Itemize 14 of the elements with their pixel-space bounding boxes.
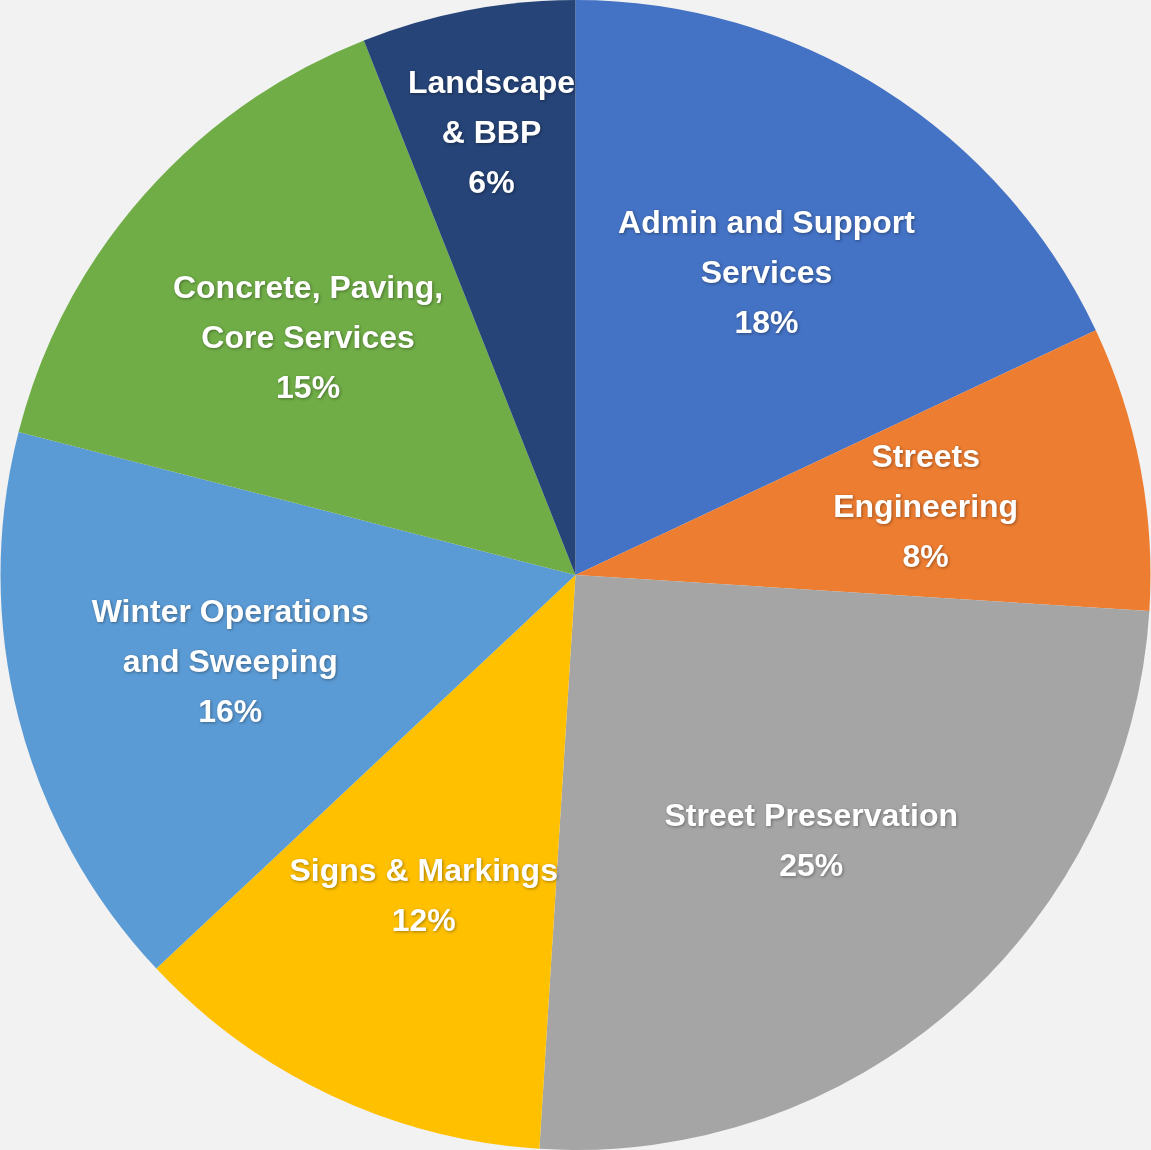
slice-label: Winter Operations and Sweeping xyxy=(91,593,369,680)
slice-label: Streets Engineering xyxy=(833,438,1019,525)
data-label: 12% xyxy=(391,902,456,939)
slice-label: Admin and Support Services xyxy=(618,203,916,290)
slice-label: Signs & Markings xyxy=(289,852,558,889)
slice-label: Landscape & BBP xyxy=(407,64,576,151)
data-label: 6% xyxy=(468,164,515,201)
data-label: 8% xyxy=(902,538,949,575)
data-label: 18% xyxy=(734,303,799,340)
slice-label: Street Preservation xyxy=(664,797,958,834)
slice-label: Concrete, Paving, Core Services xyxy=(172,269,444,356)
data-label: 16% xyxy=(198,693,263,730)
data-label: 15% xyxy=(276,369,341,406)
data-label: 25% xyxy=(779,847,844,884)
